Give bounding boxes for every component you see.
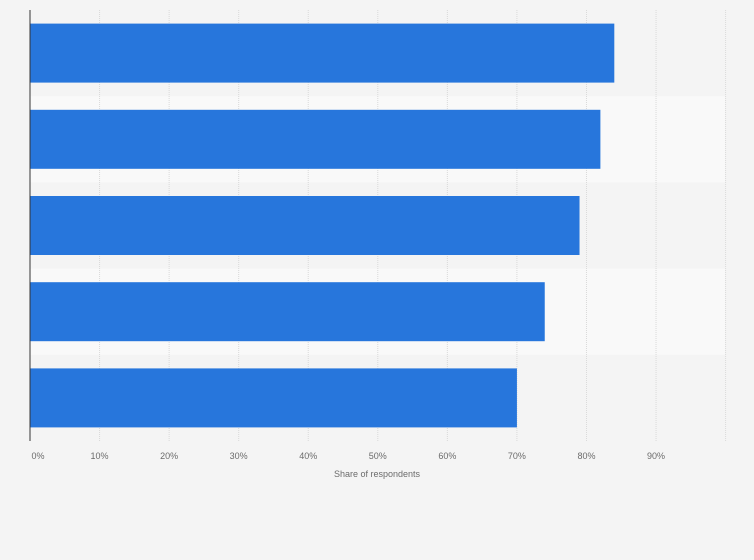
x-tick-label: 50% [369,451,387,461]
bar [30,109,601,169]
bars [30,23,615,428]
x-tick-label: 90% [647,451,665,461]
x-tick-label: 80% [577,451,595,461]
x-axis-title: Share of respondents [334,469,421,479]
x-tick-label: 60% [438,451,456,461]
bar [30,282,545,342]
bar [30,196,580,255]
x-tick-label: 0% [31,451,44,461]
x-tick-label: 30% [230,451,248,461]
x-tick-label: 40% [299,451,317,461]
x-tick-label: 10% [91,451,109,461]
x-tick-label: 20% [160,451,178,461]
bar [30,23,615,83]
bar [30,368,517,428]
x-tick-label: 70% [508,451,526,461]
x-tick-labels: 0% 10% 20% 30% 40% 50% 60% 70% 80% 90% [31,451,665,461]
